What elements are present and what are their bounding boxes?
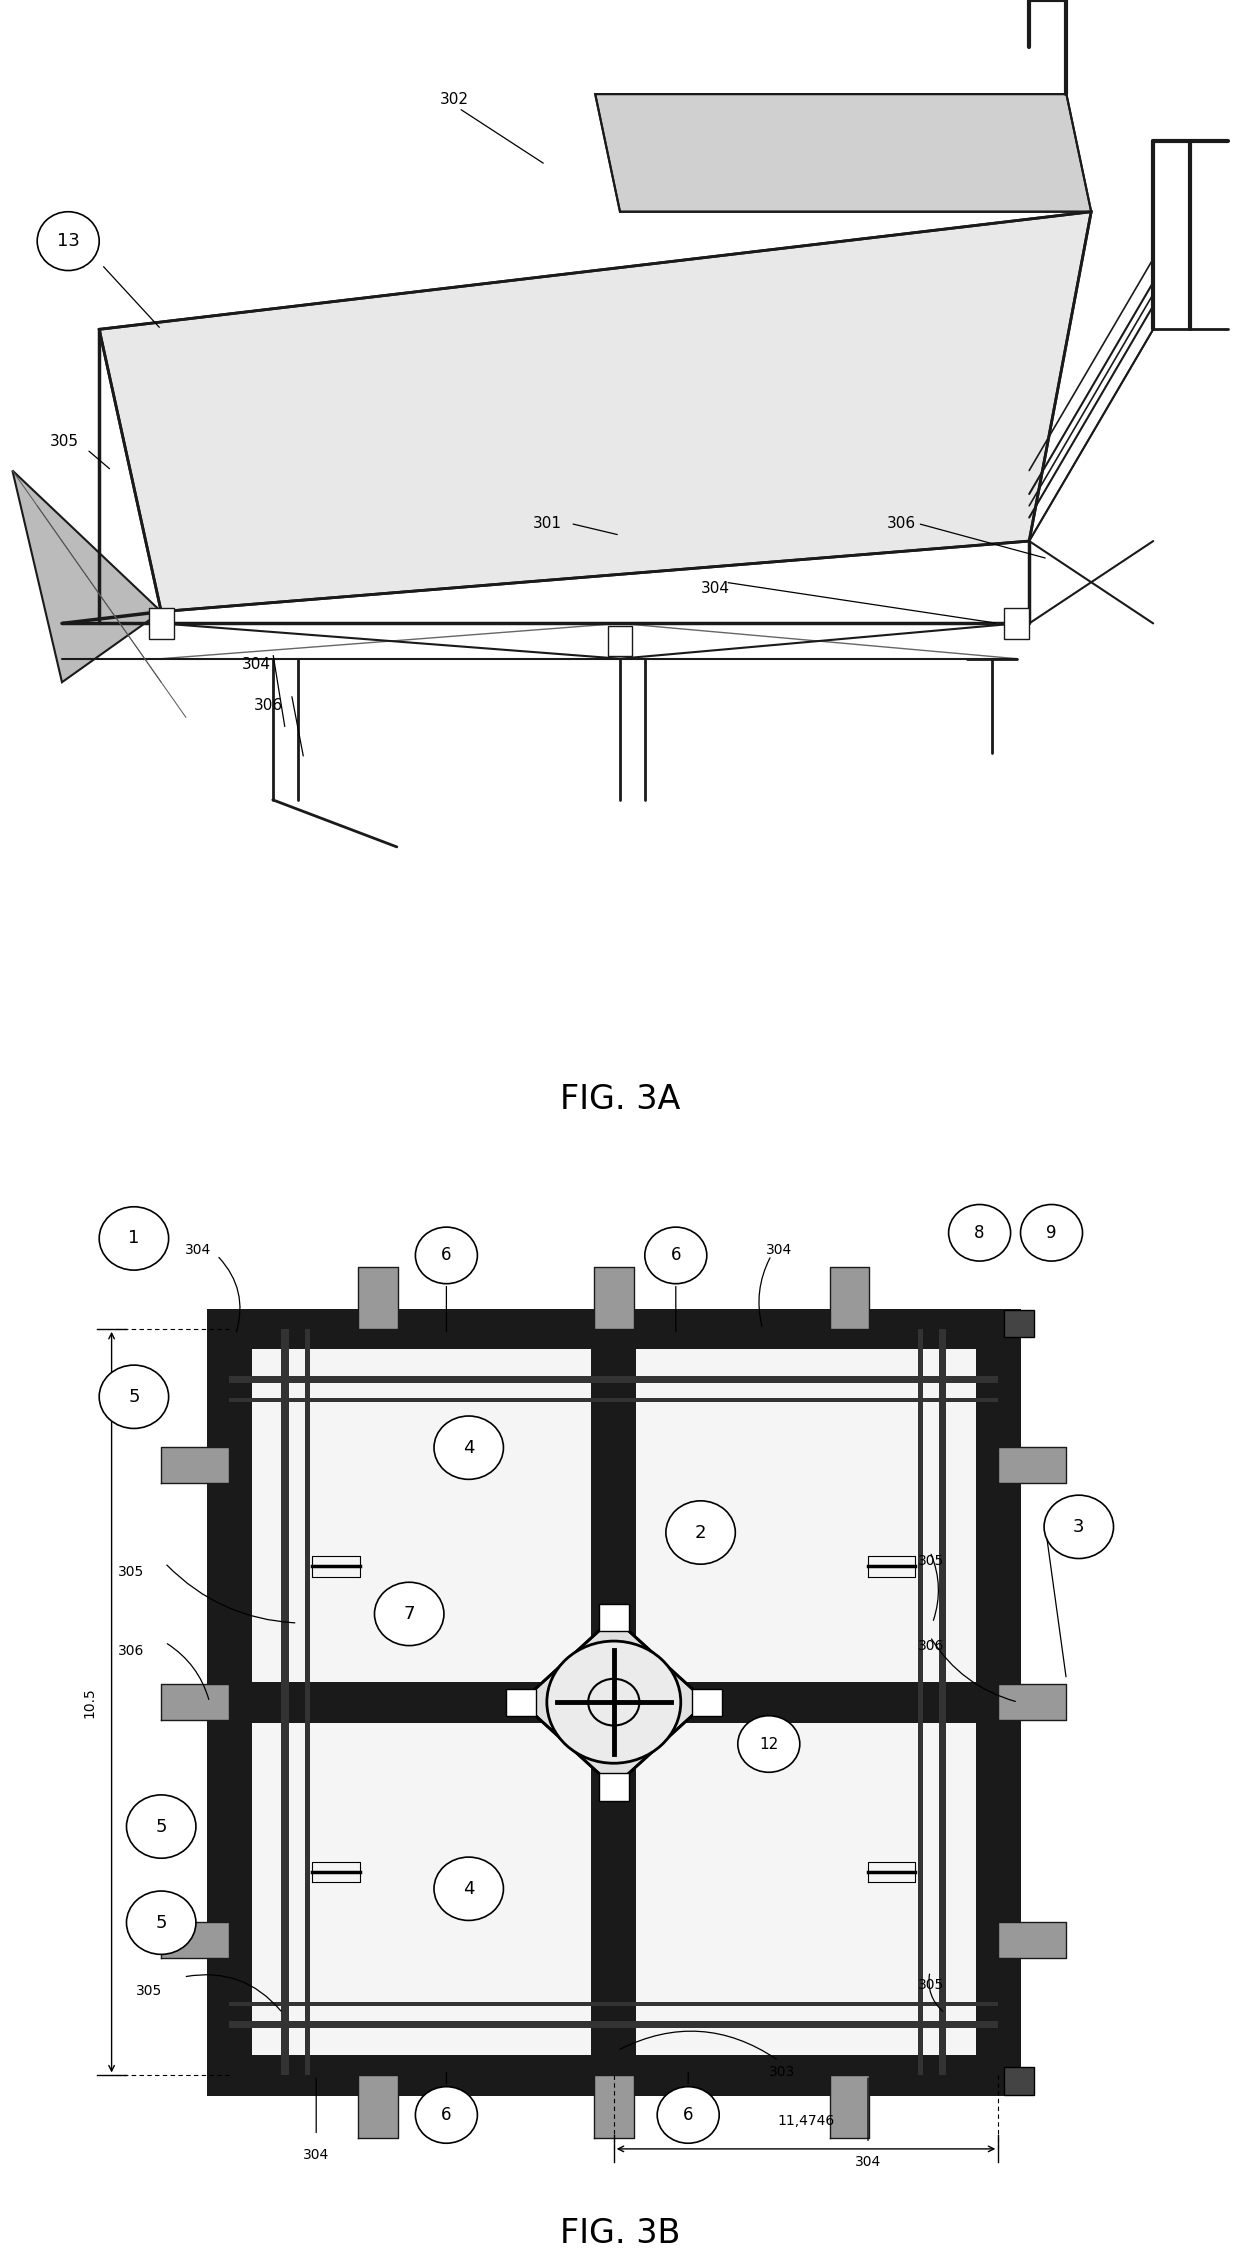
Circle shape — [374, 1583, 444, 1647]
Polygon shape — [692, 1687, 722, 1715]
Circle shape — [99, 1364, 169, 1430]
Polygon shape — [149, 608, 174, 638]
Text: 304: 304 — [185, 1242, 212, 1258]
Polygon shape — [229, 2002, 998, 2006]
Circle shape — [547, 1642, 681, 1764]
Circle shape — [415, 1226, 477, 1285]
Text: 5: 5 — [128, 1389, 140, 1405]
Polygon shape — [918, 1330, 923, 2077]
Text: 301: 301 — [533, 516, 562, 532]
Circle shape — [949, 1203, 1011, 1262]
Circle shape — [126, 1796, 196, 1859]
Polygon shape — [358, 2077, 398, 2138]
Text: 306: 306 — [254, 699, 283, 713]
Text: 6: 6 — [441, 1246, 451, 1264]
Text: 1: 1 — [128, 1231, 140, 1246]
Text: 303: 303 — [769, 2065, 795, 2079]
Polygon shape — [229, 1398, 998, 1402]
Polygon shape — [229, 1330, 998, 2077]
Text: 306: 306 — [918, 1638, 944, 1654]
Text: 305: 305 — [136, 1984, 162, 1997]
Text: 305: 305 — [118, 1565, 144, 1579]
Polygon shape — [161, 1920, 229, 1957]
Circle shape — [37, 213, 99, 271]
Polygon shape — [599, 1773, 629, 1801]
Text: 304: 304 — [854, 2156, 882, 2169]
Text: 306: 306 — [887, 516, 915, 532]
Circle shape — [126, 1891, 196, 1954]
Text: 7: 7 — [403, 1606, 415, 1622]
Polygon shape — [229, 2022, 998, 2027]
Text: 3: 3 — [1073, 1518, 1085, 1536]
Text: 305: 305 — [918, 1977, 944, 1993]
Circle shape — [99, 1208, 169, 1271]
Text: 6: 6 — [671, 1246, 681, 1264]
Polygon shape — [595, 95, 1091, 213]
Polygon shape — [594, 2077, 634, 2138]
Polygon shape — [594, 1267, 634, 1330]
Circle shape — [657, 2086, 719, 2144]
Circle shape — [434, 1857, 503, 1920]
Polygon shape — [207, 1307, 252, 2095]
Polygon shape — [939, 1330, 946, 2077]
Polygon shape — [99, 213, 1091, 611]
Polygon shape — [1004, 1310, 1034, 1337]
Text: 304: 304 — [701, 581, 729, 595]
Polygon shape — [521, 1617, 707, 1787]
Text: 305: 305 — [50, 434, 78, 448]
Text: 4: 4 — [463, 1439, 475, 1457]
Text: 305: 305 — [918, 1554, 944, 1568]
Polygon shape — [229, 1375, 998, 1384]
Polygon shape — [281, 1330, 289, 2077]
Text: 304: 304 — [303, 2147, 330, 2162]
Polygon shape — [358, 1267, 398, 1330]
Polygon shape — [12, 470, 161, 683]
Polygon shape — [161, 1448, 229, 1484]
Polygon shape — [1004, 608, 1029, 638]
Polygon shape — [998, 1448, 1066, 1484]
Text: 306: 306 — [118, 1644, 144, 1658]
Text: 5: 5 — [155, 1914, 167, 1932]
Polygon shape — [305, 1330, 310, 2077]
Circle shape — [415, 2086, 477, 2144]
Polygon shape — [1004, 2067, 1034, 2095]
Text: 6: 6 — [683, 2106, 693, 2124]
Text: 13: 13 — [57, 233, 79, 251]
Polygon shape — [830, 1267, 869, 1330]
Polygon shape — [830, 2077, 869, 2138]
Text: 10.5: 10.5 — [82, 1687, 97, 1717]
Text: 5: 5 — [155, 1819, 167, 1834]
Polygon shape — [976, 1307, 1021, 2095]
Text: 12: 12 — [759, 1737, 779, 1751]
Polygon shape — [207, 1307, 1021, 1348]
Text: 2: 2 — [694, 1525, 707, 1540]
Circle shape — [434, 1416, 503, 1479]
Text: 8: 8 — [975, 1224, 985, 1242]
Text: 304: 304 — [242, 656, 270, 672]
Circle shape — [738, 1715, 800, 1773]
Polygon shape — [161, 1683, 229, 1719]
Circle shape — [666, 1502, 735, 1565]
Polygon shape — [608, 627, 632, 656]
Polygon shape — [229, 1683, 998, 1724]
Polygon shape — [207, 2054, 1021, 2095]
Circle shape — [1021, 1203, 1083, 1262]
Text: 304: 304 — [766, 1242, 792, 1258]
Text: 11,4746: 11,4746 — [777, 2113, 835, 2129]
Polygon shape — [998, 1920, 1066, 1957]
Polygon shape — [998, 1683, 1066, 1719]
Text: 6: 6 — [441, 2106, 451, 2124]
Text: 9: 9 — [1047, 1224, 1056, 1242]
Polygon shape — [506, 1687, 536, 1715]
Text: FIG. 3A: FIG. 3A — [559, 1083, 681, 1115]
Text: 302: 302 — [440, 93, 469, 109]
Text: FIG. 3B: FIG. 3B — [559, 2217, 681, 2251]
Polygon shape — [599, 1604, 629, 1631]
Text: 4: 4 — [463, 1880, 475, 1898]
Circle shape — [1044, 1495, 1114, 1559]
Circle shape — [645, 1226, 707, 1285]
Polygon shape — [591, 1330, 636, 2077]
